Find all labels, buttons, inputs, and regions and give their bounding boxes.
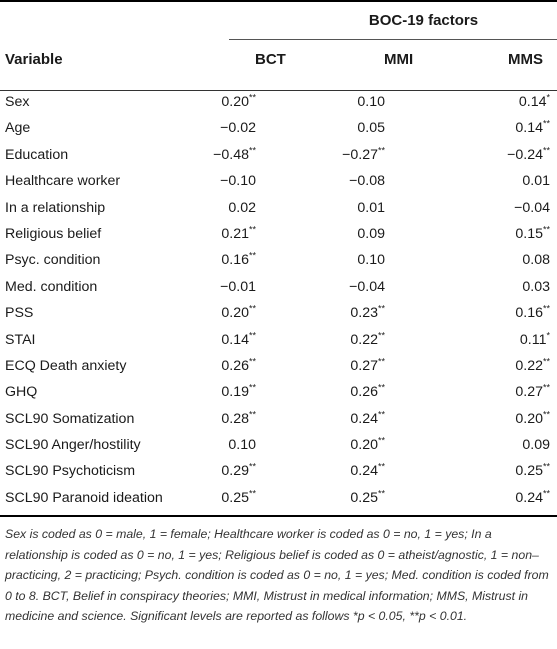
cell-mmi: 0.25** (350, 488, 385, 506)
cell-mmi: −0.27** (342, 145, 385, 163)
bottom-rule (0, 515, 557, 517)
cell-mmi: 0.10 (357, 252, 385, 269)
cell-mms: 0.25** (515, 461, 550, 480)
cell-variable: SCL90 Paranoid ideation (5, 489, 163, 506)
cell-mms: 0.01 (522, 173, 550, 190)
table-row: SCL90 Somatization 0.28** 0.24** 0.20** (0, 407, 557, 433)
top-rule (0, 0, 557, 2)
cell-mms: 0.24** (515, 488, 550, 506)
cell-mms: 0.11* (519, 329, 550, 348)
table-row: Healthcare worker −0.10 −0.08 0.01 (0, 169, 557, 195)
cell-bct: 0.16** (221, 250, 256, 269)
cell-variable: Religious belief (5, 225, 102, 242)
cell-mmi: 0.10 (357, 94, 385, 110)
cell-mms: 0.14* (518, 92, 550, 110)
group-header-underline (229, 39, 557, 40)
table-row: In a relationship 0.02 0.01 −0.04 (0, 196, 557, 222)
column-header-mms: MMS (508, 51, 543, 68)
cell-variable: STAI (5, 331, 36, 348)
cell-bct: 0.21** (221, 224, 256, 242)
cell-variable: SCL90 Anger/hostility (5, 437, 141, 454)
column-header-mmi: MMI (384, 51, 414, 68)
cell-variable: Education (5, 146, 69, 163)
cell-mmi: 0.09 (357, 225, 385, 242)
table-row: Med. condition −0.01 −0.04 0.03 (0, 275, 557, 301)
cell-bct: −0.02 (220, 120, 256, 137)
cell-bct: 0.26** (221, 356, 256, 374)
table-row: GHQ 0.19** 0.26** 0.27** (0, 380, 557, 406)
cell-bct: 0.10 (228, 437, 256, 454)
cell-mms: −0.04 (514, 199, 550, 216)
cell-mmi: 0.01 (357, 199, 385, 216)
cell-bct: −0.10 (220, 173, 256, 190)
cell-bct: 0.25** (221, 488, 256, 506)
table-row: Religious belief 0.21** 0.09 0.15** (0, 222, 557, 248)
column-header-variable: Variable (5, 51, 63, 68)
table-row: SCL90 Paranoid ideation 0.25** 0.25** 0.24*… (0, 486, 557, 512)
cell-mmi: 0.26** (350, 382, 385, 401)
cell-bct: 0.02 (228, 199, 256, 216)
cell-mmi: 0.24** (350, 461, 385, 480)
cell-bct: 0.20** (221, 303, 256, 322)
cell-mms: 0.09 (522, 437, 550, 454)
cell-variable: Sex (5, 94, 30, 110)
cell-mmi: −0.08 (349, 173, 385, 190)
table-row: PSS 0.20** 0.23** 0.16** (0, 301, 557, 327)
cell-mmi: 0.20** (350, 435, 385, 454)
cell-mmi: −0.04 (349, 278, 385, 295)
cell-mms: 0.16** (515, 303, 550, 322)
cell-mmi: 0.22** (350, 329, 385, 348)
cell-variable: Med. condition (5, 278, 98, 295)
table-row: STAI 0.14** 0.22** 0.11* (0, 328, 557, 354)
cell-mmi: 0.27** (350, 356, 385, 374)
cell-bct: −0.01 (220, 278, 256, 295)
table-row: SCL90 Psychoticism 0.29** 0.24** 0.25** (0, 459, 557, 485)
cell-variable: GHQ (5, 384, 38, 401)
table-row: ECQ Death anxiety 0.26** 0.27** 0.22** (0, 354, 557, 380)
cell-bct: 0.29** (221, 461, 256, 480)
cell-mms: 0.14** (515, 118, 550, 137)
column-header-bct: BCT (255, 51, 286, 68)
header-rule (0, 90, 557, 91)
table-row: Psyc. condition 0.16** 0.10 0.08 (0, 248, 557, 274)
cell-mms: −0.24** (507, 145, 550, 163)
cell-variable: SCL90 Psychoticism (5, 463, 136, 480)
group-header: BOC-19 factors (368, 12, 479, 29)
cell-variable: Age (5, 120, 31, 137)
cell-mms: 0.27** (515, 382, 550, 401)
cell-mmi: 0.24** (350, 408, 385, 427)
cell-bct: −0.48** (213, 145, 256, 163)
cell-bct: 0.14** (221, 329, 256, 348)
cell-mmi: 0.23** (350, 303, 385, 322)
cell-variable: Psyc. condition (5, 252, 101, 269)
table-row: Age −0.02 0.05 0.14** (0, 116, 557, 142)
cell-mms: 0.22** (515, 356, 550, 374)
table-body: Sex 0.20** 0.10 0.14* Age −0.02 0.05 0.14** Educ… (0, 90, 557, 512)
table-footnote: Sex is coded as 0 = male, 1 = female; He… (5, 527, 549, 623)
cell-mms: 0.20** (515, 408, 550, 427)
cell-bct: 0.19** (221, 382, 256, 401)
cell-variable: In a relationship (5, 199, 106, 216)
table-row: Sex 0.20** 0.10 0.14* (0, 90, 557, 116)
cell-variable: PSS (5, 305, 34, 322)
cell-variable: ECQ Death anxiety (5, 357, 127, 374)
table-row: Education −0.48** −0.27** −0.24** (0, 143, 557, 169)
cell-bct: 0.28** (221, 408, 256, 427)
table-row: SCL90 Anger/hostility 0.10 0.20** 0.09 (0, 433, 557, 459)
cell-mms: 0.03 (522, 278, 550, 295)
cell-variable: SCL90 Somatization (5, 410, 135, 427)
cell-mms: 0.08 (522, 252, 550, 269)
cell-mms: 0.15** (515, 224, 550, 242)
cell-mmi: 0.05 (357, 120, 385, 137)
cell-bct: 0.20** (221, 92, 256, 110)
cell-variable: Healthcare worker (5, 173, 121, 190)
